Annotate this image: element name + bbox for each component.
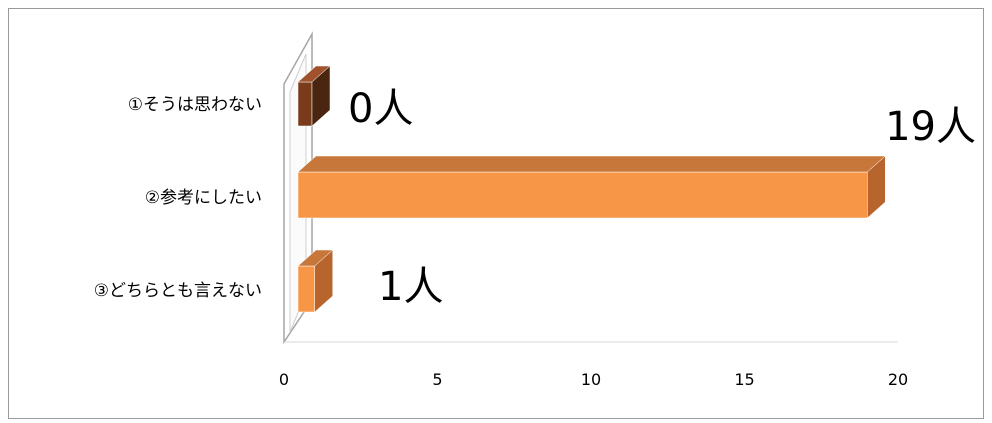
- bar-front: [297, 265, 315, 313]
- bar: [297, 155, 886, 219]
- x-tick-label: 5: [432, 370, 442, 389]
- category-label: ①そうは思わない: [128, 95, 262, 115]
- category-label: ②参考にしたい: [145, 188, 262, 208]
- bar-top: [297, 155, 886, 173]
- x-tick-label: 10: [581, 370, 601, 389]
- bar: [297, 65, 331, 127]
- x-tick-label: 20: [888, 370, 908, 389]
- x-tick-label: 0: [279, 370, 289, 389]
- chart-border: [8, 8, 984, 419]
- data-labels: 0人 19人 1人: [348, 86, 976, 310]
- x-tick-label: 15: [734, 370, 754, 389]
- data-label: 0人: [348, 86, 413, 132]
- bar-side: [314, 249, 333, 313]
- bar-front: [297, 81, 313, 127]
- data-label: 1人: [378, 264, 443, 310]
- bar-side: [867, 155, 886, 219]
- bars: [297, 65, 886, 313]
- bar: [297, 249, 334, 313]
- bar-side: [311, 65, 331, 127]
- data-label: 19人: [885, 104, 976, 150]
- category-labels: ①そうは思わない ②参考にしたい ③どちらとも言えない: [94, 95, 262, 301]
- x-axis-ticks: 0 5 10 15 20: [279, 370, 908, 389]
- category-label: ③どちらとも言えない: [94, 281, 262, 301]
- bar-front: [297, 171, 868, 219]
